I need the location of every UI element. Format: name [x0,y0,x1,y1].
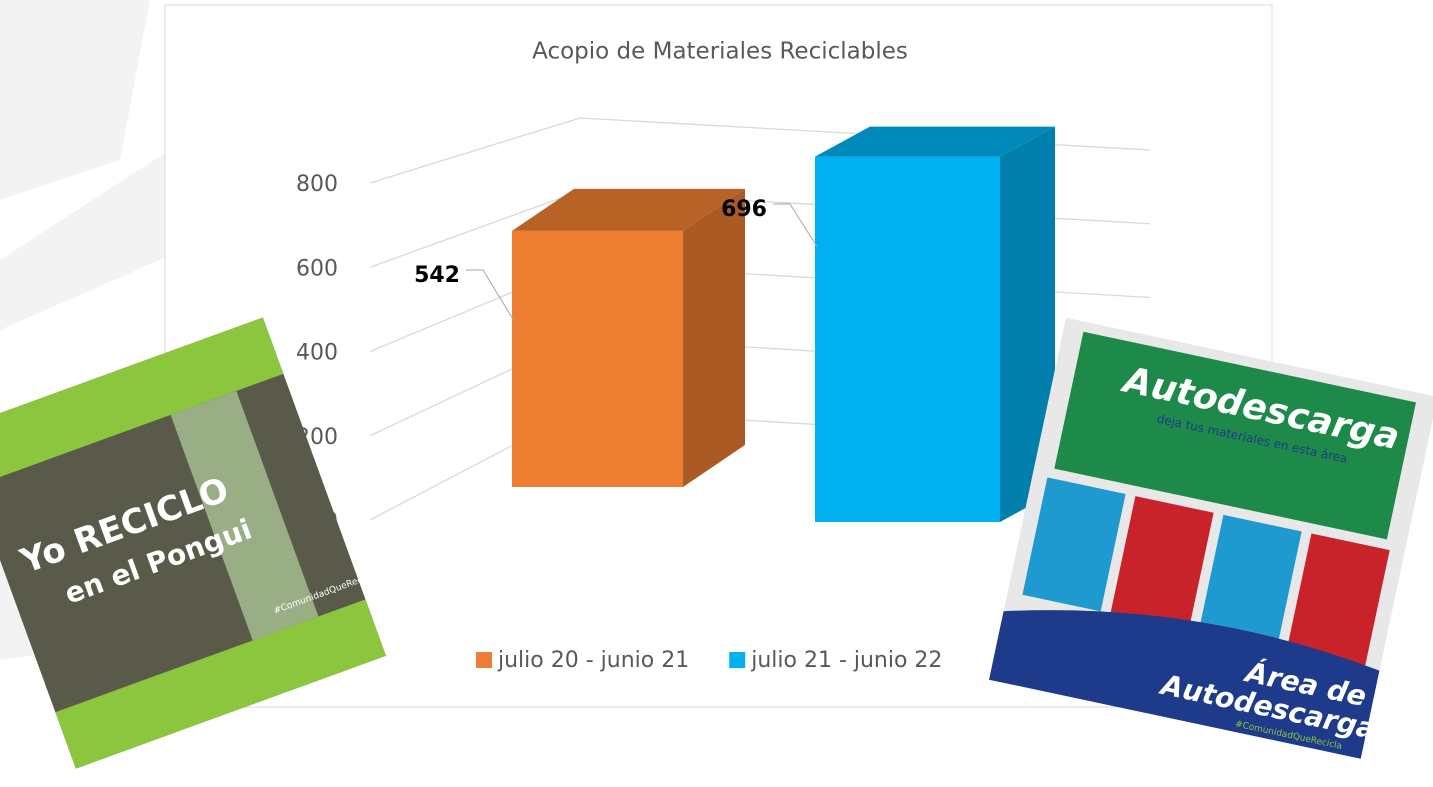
background-shape [0,0,150,200]
photo: Autodescarga deja tus materiales en esta… [989,317,1433,759]
photo-person [170,390,319,641]
legend-label: julio 21 - junio 22 [750,648,942,673]
photo-wave [989,610,1380,759]
photo-banner [1054,331,1417,540]
chart-title: Acopio de Materiales Reciclables [532,39,908,65]
y-tick-label: 800 [296,172,338,197]
photo-bin [1022,477,1126,612]
leader-line [466,269,515,322]
photo: Yo RECICLO en el Pongui #ComunidadQueRec… [0,317,386,769]
bar [512,230,683,487]
photo-bin [1198,514,1302,649]
data-label: 696 [721,197,767,222]
photo-band [55,599,386,769]
bar-top [512,188,745,231]
photo-bin [1286,533,1390,668]
photo-bin [1110,496,1214,631]
bar-top [815,126,1055,157]
background-shape [0,140,205,330]
y-tick-label: 400 [296,341,338,366]
legend-swatch [476,652,492,668]
legend-label: julio 20 - junio 21 [497,648,689,673]
data-label: 542 [414,263,460,288]
bar [815,156,1000,522]
photo-band [0,317,284,487]
bar-side [1000,126,1055,522]
y-tick-label: 600 [296,256,338,281]
leader-line [773,203,818,247]
bar-side [683,188,745,487]
legend-swatch [729,652,746,668]
